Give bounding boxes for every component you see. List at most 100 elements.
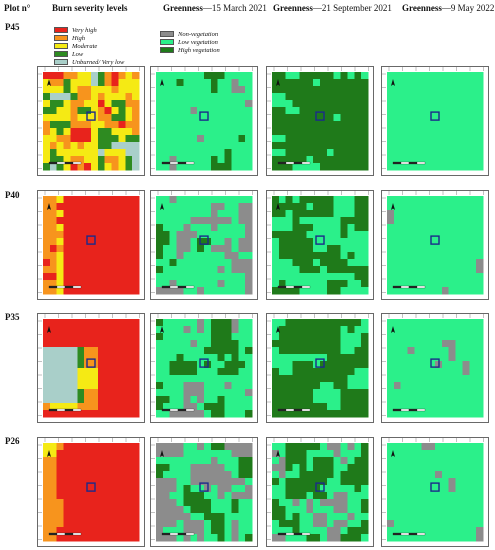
north-arrow-icon — [276, 326, 280, 333]
map-cell — [70, 196, 78, 204]
map-cell — [77, 520, 85, 528]
map-cell — [414, 266, 422, 274]
map-cell — [462, 361, 470, 369]
map-cell — [125, 506, 133, 514]
map-cell — [272, 319, 280, 327]
map-cell — [435, 280, 443, 288]
map-cell — [448, 464, 456, 472]
map-cell — [245, 382, 253, 390]
map-cell — [111, 163, 119, 171]
map-cell — [421, 319, 429, 327]
north-arrow-icon — [160, 79, 164, 86]
map-cell — [285, 443, 293, 451]
map-cell — [400, 375, 408, 383]
map-cell — [455, 196, 463, 204]
map-cell — [455, 471, 463, 479]
map-cell — [245, 368, 253, 376]
map-cell — [125, 93, 133, 101]
map-cell — [49, 464, 58, 472]
map-cell — [469, 107, 477, 115]
map-cell — [224, 217, 232, 225]
map-cell — [238, 100, 246, 108]
map-cell — [340, 382, 348, 390]
map-cell — [43, 196, 51, 204]
map-cell — [125, 347, 133, 355]
map-cell — [238, 471, 246, 479]
map-cell — [441, 107, 450, 115]
map-cell — [70, 450, 78, 458]
map-cell — [56, 210, 64, 218]
map-cell — [326, 340, 335, 348]
map-cell — [421, 93, 429, 101]
map-cell — [217, 100, 225, 108]
map-cell — [91, 471, 99, 479]
north-arrow-icon — [160, 450, 164, 457]
map-cell — [156, 252, 164, 260]
map-cell — [56, 368, 64, 376]
map-cell — [278, 471, 287, 479]
map-cell — [292, 347, 300, 355]
map-cell — [97, 333, 106, 341]
map-cell — [132, 499, 140, 507]
map-cell — [306, 457, 314, 465]
legend-item-high-vegetation: High vegetation — [160, 46, 220, 54]
map-cell — [407, 252, 415, 260]
map-cell — [238, 196, 246, 204]
map-cell — [306, 231, 314, 239]
map-cell — [70, 368, 78, 376]
map-cell — [354, 403, 362, 411]
map-cell — [354, 340, 362, 348]
map-cell — [313, 149, 321, 157]
map-cell — [224, 93, 232, 101]
map-cell — [63, 457, 71, 465]
map-cell — [111, 149, 119, 157]
map-cell — [285, 382, 293, 390]
legend-item-low: Low — [54, 50, 124, 58]
map-cell — [197, 485, 205, 493]
map-cell — [292, 506, 300, 514]
map-cell — [43, 520, 51, 528]
map-cell — [414, 319, 422, 327]
map-cell — [204, 368, 212, 376]
map-cell — [169, 72, 177, 80]
map-cell — [285, 534, 293, 542]
map-cell — [414, 506, 422, 514]
map-cell — [278, 326, 287, 334]
map-cell — [49, 273, 58, 281]
map-cell — [333, 485, 341, 493]
map-cell — [441, 266, 450, 274]
map-cell — [197, 142, 205, 150]
map-cell — [347, 72, 355, 80]
map-cell — [400, 499, 408, 507]
map-cell — [455, 319, 463, 327]
map-cell — [91, 196, 99, 204]
map-cell — [238, 224, 246, 232]
map-cell — [217, 273, 225, 281]
map-cell — [56, 259, 64, 267]
map-cell — [441, 375, 450, 383]
map-cell — [347, 273, 355, 281]
map-cell — [435, 520, 443, 528]
map-cell — [118, 354, 126, 362]
map-cell — [70, 203, 78, 211]
map-cell — [448, 375, 456, 383]
map-cell — [387, 142, 395, 150]
map-cell — [224, 492, 232, 500]
map-cell — [347, 478, 355, 486]
map-raster — [150, 313, 258, 423]
map-cell — [361, 72, 369, 80]
map-cell — [441, 128, 450, 136]
map-cell — [285, 457, 293, 465]
map-cell — [91, 403, 99, 411]
map-cell — [421, 121, 429, 129]
map-cell — [176, 534, 184, 542]
map-cell — [111, 368, 119, 376]
map-cell — [407, 273, 415, 281]
map-cell — [197, 86, 205, 94]
map-cell — [231, 485, 239, 493]
map-cell — [169, 149, 177, 157]
map-cell — [333, 203, 341, 211]
map-cell — [476, 319, 484, 327]
map-cell — [469, 280, 477, 288]
map-cell — [63, 273, 71, 281]
